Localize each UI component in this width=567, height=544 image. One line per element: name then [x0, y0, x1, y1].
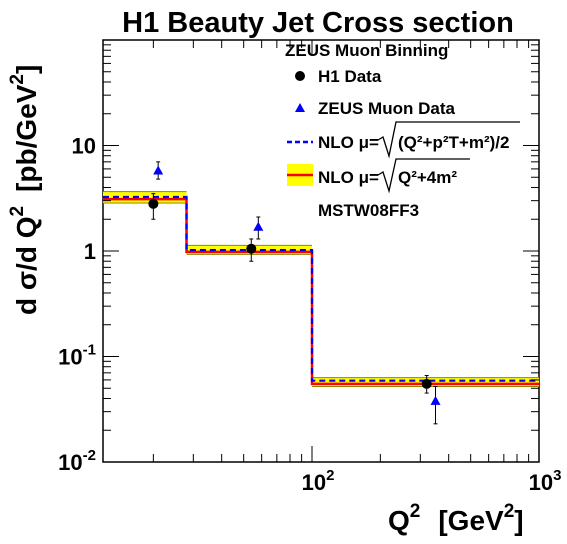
svg-text:d σ/d Q2[pb/GeV2]: d σ/d Q2[pb/GeV2]	[7, 65, 42, 315]
y-axis-label: d σ/d Q2[pb/GeV2]	[7, 65, 42, 315]
xlabel-unit-open: [GeV	[438, 505, 504, 536]
y-tick-label-exp: -2	[83, 447, 96, 464]
nlo-solid-step	[103, 197, 539, 386]
xlabel-sup: 2	[410, 501, 421, 522]
legend-nlo-dashed-label: NLO μ=	[318, 133, 379, 152]
bands-layer	[103, 191, 539, 387]
zeus-point-2	[430, 395, 441, 405]
y-tick-label-base: 10	[58, 345, 82, 370]
y-tick-label-exp: -1	[83, 342, 96, 359]
nlo-dashed-step	[103, 195, 539, 382]
y-tick-label: 10-1	[58, 342, 96, 370]
legend-pdf-note: MSTW08FF3	[318, 201, 419, 220]
chart-title: H1 Beauty Jet Cross section	[122, 7, 514, 39]
legend: ZEUS Muon Binning H1 Data ZEUS Muon Data…	[285, 41, 520, 220]
legend-header: ZEUS Muon Binning	[285, 41, 448, 60]
legend-zeus-marker	[295, 103, 305, 112]
legend-nlo-solid-formula: Q²+4m²	[398, 168, 457, 187]
y-tick-label-base: 10	[72, 134, 96, 159]
ylabel-unit-close: ]	[11, 65, 42, 74]
ylabel-main: d σ/d Q	[11, 217, 42, 315]
ylabel-sup: 2	[7, 206, 28, 217]
series-h1	[148, 193, 432, 394]
ticks-layer	[103, 40, 540, 463]
xlabel-main: Q	[388, 505, 410, 536]
y-tick-label-base: 1	[84, 239, 96, 264]
zeus-point-1	[253, 221, 264, 231]
nlo-solid-line	[103, 197, 539, 386]
ylabel-unit-sup: 2	[7, 74, 28, 85]
y-tick-label: 10-2	[58, 447, 96, 475]
x-tick-label-base: 10	[302, 470, 326, 495]
xlabel-unit-close: ]	[514, 505, 523, 536]
h1-point-1	[246, 243, 257, 254]
legend-nlo-dashed-sqrt-icon	[377, 121, 520, 159]
legend-nlo-solid-sqrt-icon	[377, 158, 470, 194]
x-tick-label-exp: 3	[553, 467, 561, 484]
x-tick-label-base: 10	[529, 470, 553, 495]
h1-point-2	[421, 378, 432, 389]
x-axis-label: Q2 [GeV2]	[388, 501, 524, 536]
x-tick-label: 103	[529, 467, 562, 495]
series-zeus	[153, 161, 441, 425]
y-tick-label-base: 10	[58, 450, 82, 475]
x-tick-label-exp: 2	[326, 467, 334, 484]
zeus-point-0	[153, 165, 164, 175]
legend-h1-marker	[295, 71, 305, 81]
h1-point-0	[148, 198, 159, 209]
legend-h1-label: H1 Data	[318, 67, 382, 86]
legend-nlo-dashed-formula: (Q²+p²T+m²)/2	[398, 133, 509, 152]
y-tick-label: 1	[84, 239, 96, 264]
ylabel-unit-open: [pb/GeV	[11, 84, 42, 192]
x-tick-label: 102	[302, 467, 335, 495]
legend-zeus-label: ZEUS Muon Data	[318, 99, 455, 118]
legend-nlo-solid-label: NLO μ=	[318, 168, 379, 187]
xlabel-unit-sup: 2	[504, 501, 515, 522]
nlo-dashed-line	[103, 195, 539, 382]
y-tick-label: 10	[72, 134, 96, 159]
